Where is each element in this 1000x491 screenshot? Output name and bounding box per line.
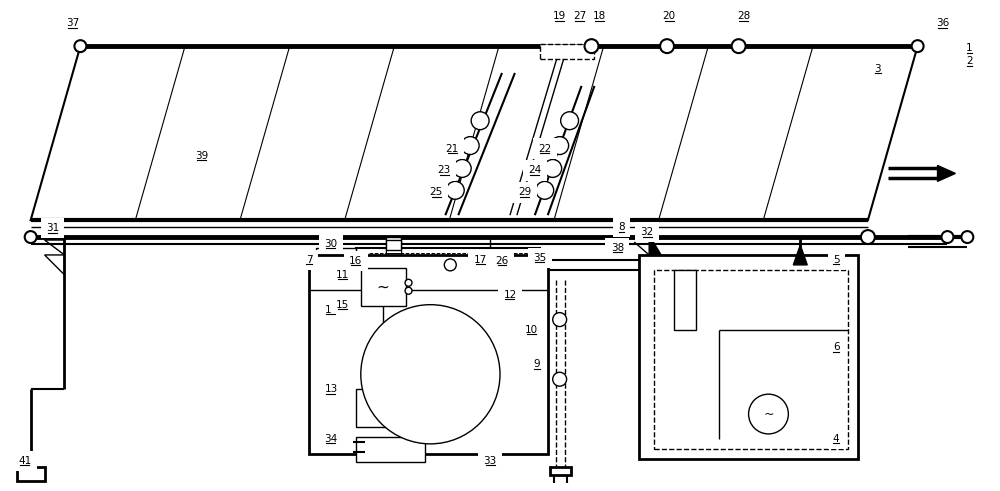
- Bar: [386, 237, 401, 257]
- Text: 10: 10: [525, 325, 538, 334]
- Text: 38: 38: [611, 243, 624, 253]
- Text: 34: 34: [324, 434, 338, 444]
- Circle shape: [405, 279, 412, 286]
- Bar: [309, 255, 548, 454]
- Circle shape: [585, 39, 598, 53]
- Bar: [540, 44, 594, 59]
- Bar: [386, 245, 401, 253]
- Circle shape: [25, 231, 37, 243]
- Text: 39: 39: [195, 151, 208, 161]
- Bar: [674, 270, 696, 329]
- Circle shape: [912, 40, 924, 52]
- Text: ~: ~: [377, 279, 390, 294]
- Circle shape: [941, 231, 953, 243]
- Bar: [550, 467, 571, 475]
- Text: 41: 41: [18, 456, 31, 466]
- Circle shape: [405, 287, 412, 294]
- Circle shape: [553, 372, 567, 386]
- Text: 25: 25: [430, 187, 443, 197]
- Text: 11: 11: [336, 270, 350, 280]
- Text: 2: 2: [966, 56, 973, 66]
- Bar: [639, 255, 858, 459]
- Text: 27: 27: [573, 11, 586, 21]
- Text: 33: 33: [483, 456, 497, 466]
- Circle shape: [446, 181, 464, 199]
- Text: 18: 18: [593, 11, 606, 21]
- Text: 14: 14: [324, 304, 338, 315]
- Bar: [654, 270, 848, 449]
- Text: 36: 36: [936, 18, 949, 28]
- Circle shape: [381, 325, 480, 424]
- Circle shape: [406, 350, 455, 399]
- Circle shape: [453, 160, 471, 177]
- Text: ~: ~: [763, 408, 774, 420]
- Text: 17: 17: [473, 255, 487, 265]
- Circle shape: [536, 181, 554, 199]
- Text: 3: 3: [875, 64, 881, 74]
- Text: 37: 37: [66, 18, 79, 28]
- Text: 35: 35: [533, 253, 546, 263]
- Text: 26: 26: [495, 256, 509, 266]
- Text: 23: 23: [438, 165, 451, 175]
- Bar: [356, 437, 425, 462]
- Circle shape: [461, 136, 479, 155]
- Text: 13: 13: [324, 384, 338, 394]
- Text: 28: 28: [737, 11, 750, 21]
- Text: 21: 21: [446, 143, 459, 154]
- Polygon shape: [938, 165, 955, 181]
- Bar: [17, 467, 45, 481]
- Bar: [356, 389, 411, 427]
- Bar: [386, 240, 401, 250]
- Text: 22: 22: [538, 143, 551, 154]
- Text: 12: 12: [503, 290, 517, 300]
- Circle shape: [471, 112, 489, 130]
- Circle shape: [561, 112, 579, 130]
- Text: 16: 16: [349, 256, 362, 266]
- Text: 29: 29: [518, 187, 531, 197]
- Circle shape: [369, 313, 492, 436]
- Text: 30: 30: [324, 239, 338, 249]
- Text: 20: 20: [662, 11, 676, 21]
- Text: 1: 1: [966, 43, 973, 53]
- Circle shape: [861, 230, 875, 244]
- Circle shape: [961, 231, 973, 243]
- Circle shape: [393, 336, 468, 412]
- Text: 24: 24: [528, 165, 541, 175]
- Text: 9: 9: [533, 359, 540, 369]
- Text: 31: 31: [46, 223, 59, 233]
- Text: 8: 8: [618, 222, 625, 232]
- Circle shape: [544, 160, 562, 177]
- Circle shape: [660, 39, 674, 53]
- Circle shape: [444, 259, 456, 271]
- Circle shape: [553, 313, 567, 327]
- Text: 5: 5: [833, 255, 839, 265]
- Polygon shape: [649, 235, 661, 255]
- Text: 6: 6: [833, 342, 839, 353]
- Bar: [316, 248, 356, 260]
- Circle shape: [361, 304, 500, 444]
- Circle shape: [732, 39, 746, 53]
- Text: 4: 4: [833, 434, 839, 444]
- Polygon shape: [793, 245, 807, 265]
- Circle shape: [420, 364, 440, 384]
- Text: 15: 15: [336, 300, 350, 310]
- Text: 39: 39: [195, 151, 208, 161]
- Text: 19: 19: [553, 11, 566, 21]
- Bar: [361, 268, 406, 306]
- Circle shape: [74, 40, 86, 52]
- Circle shape: [749, 394, 788, 434]
- Text: 7: 7: [306, 255, 312, 265]
- Text: 32: 32: [641, 227, 654, 237]
- Circle shape: [551, 136, 569, 155]
- Bar: [356, 248, 540, 280]
